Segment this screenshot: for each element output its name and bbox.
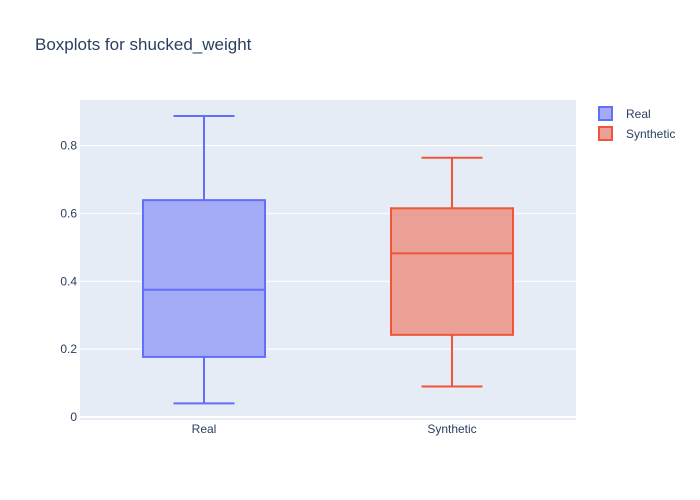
x-tick-label: Synthetic	[427, 422, 476, 436]
legend-swatch	[598, 126, 613, 141]
legend[interactable]: Real Synthetic	[598, 106, 675, 141]
legend-swatch	[598, 106, 613, 121]
y-tick-label: 0.4	[60, 274, 77, 288]
x-tick-label: Real	[192, 422, 217, 436]
y-tick-label: 0.2	[60, 342, 77, 356]
y-tick-label: 0.8	[60, 139, 77, 153]
y-axis-ticks: 0 0.2 0.4 0.6 0.8	[60, 139, 77, 425]
chart-title: Boxplots for shucked_weight	[35, 35, 252, 54]
y-tick-label: 0	[70, 410, 77, 424]
box-real	[142, 114, 266, 405]
x-axis-ticks: Real Synthetic	[192, 422, 477, 436]
legend-item-real[interactable]: Real	[598, 106, 651, 121]
iqr-box	[142, 199, 266, 358]
y-tick-label: 0.6	[60, 206, 77, 220]
legend-label: Synthetic	[626, 127, 675, 141]
iqr-box	[390, 207, 514, 336]
legend-label: Real	[626, 107, 651, 121]
legend-item-synthetic[interactable]: Synthetic	[598, 126, 675, 141]
box-traces	[142, 114, 514, 405]
box-synthetic	[390, 156, 514, 388]
